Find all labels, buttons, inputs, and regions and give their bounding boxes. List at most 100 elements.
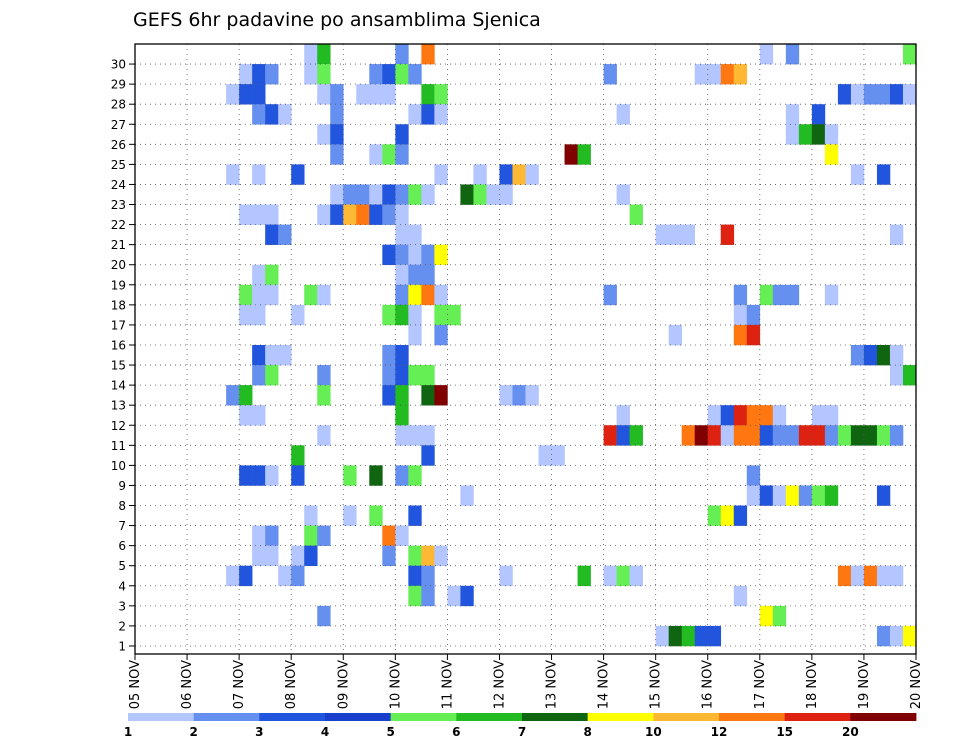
- y-tick-label: 19: [111, 278, 126, 292]
- heatmap-cell: [265, 264, 279, 286]
- heatmap-cell: [421, 184, 435, 205]
- y-tick-label: 28: [111, 98, 126, 112]
- heatmap-cell: [746, 405, 761, 426]
- heatmap-cell: [395, 525, 409, 546]
- heatmap-cell: [252, 344, 266, 366]
- y-tick-label: 14: [111, 379, 126, 393]
- heatmap-cell: [733, 304, 748, 326]
- heatmap-cell: [408, 264, 422, 286]
- heatmap-cell: [733, 585, 748, 607]
- heatmap-cell: [343, 204, 357, 225]
- colorbar-label: 1: [124, 725, 132, 739]
- heatmap-cell: [499, 184, 513, 205]
- heatmap-cell: [382, 545, 396, 567]
- heatmap-cell: [421, 104, 435, 125]
- heatmap-cell: [876, 625, 891, 647]
- heatmap-cell: [798, 485, 813, 506]
- x-tick-label: 13 NOV: [545, 660, 560, 709]
- heatmap-cell: [343, 465, 357, 486]
- heatmap-cell: [863, 565, 878, 587]
- heatmap-cell: [304, 44, 318, 65]
- heatmap-cell: [408, 64, 422, 85]
- colorbar-label: 4: [321, 725, 329, 739]
- heatmap-cell: [252, 525, 266, 546]
- heatmap-cell: [317, 204, 331, 225]
- heatmap-cell: [395, 144, 409, 165]
- y-tick-label: 20: [111, 258, 126, 272]
- heatmap-cell: [733, 64, 748, 85]
- heatmap-cell: [876, 425, 891, 446]
- y-tick-label: 10: [111, 459, 126, 473]
- heatmap-cell: [824, 124, 839, 145]
- heatmap-cell: [408, 284, 422, 306]
- heatmap-cell: [785, 485, 800, 506]
- heatmap-cell: [291, 565, 305, 587]
- heatmap-cell: [265, 365, 279, 386]
- heatmap-cell: [408, 425, 422, 446]
- heatmap-cell: [421, 565, 435, 587]
- heatmap-cell: [330, 184, 344, 205]
- heatmap-cell: [239, 204, 253, 225]
- heatmap-cell: [824, 425, 839, 446]
- heatmap-cell: [252, 465, 266, 486]
- heatmap-cell: [707, 505, 722, 526]
- heatmap-cell: [434, 84, 448, 105]
- y-tick-label: 16: [111, 338, 126, 352]
- heatmap-cell: [356, 204, 370, 225]
- heatmap-cell: [421, 284, 435, 306]
- colorbar-swatch: [390, 713, 457, 721]
- heatmap-cell: [265, 284, 279, 306]
- heatmap-cell: [460, 184, 474, 205]
- heatmap-cell: [759, 284, 774, 306]
- y-axis: 1234567891011121314151617181920212223242…: [111, 58, 135, 653]
- y-tick-label: 18: [111, 298, 126, 312]
- heatmap-cell: [746, 485, 761, 506]
- heatmap-cell: [759, 405, 774, 426]
- y-tick-label: 24: [111, 178, 126, 192]
- colorbar-label: 20: [842, 725, 859, 739]
- heatmap-cell: [421, 44, 435, 65]
- heatmap-cell: [382, 304, 396, 326]
- heatmap-cell: [889, 625, 904, 647]
- heatmap-cell: [902, 84, 917, 105]
- heatmap-cell: [226, 565, 240, 587]
- heatmap-cell: [239, 84, 253, 105]
- colorbar-swatch: [193, 713, 260, 721]
- heatmap-cell: [902, 625, 917, 647]
- heatmap-cell: [304, 284, 318, 306]
- heatmap-cell: [395, 64, 409, 85]
- heatmap-cell: [655, 625, 669, 647]
- heatmap-cell: [252, 405, 266, 426]
- heatmap-cell: [278, 565, 292, 587]
- heatmap-cell: [616, 104, 630, 125]
- heatmap-cell: [317, 425, 331, 446]
- y-tick-label: 27: [111, 118, 126, 132]
- heatmap-cell: [850, 344, 865, 366]
- heatmap-cell: [863, 84, 878, 105]
- heatmap-cell: [694, 425, 709, 446]
- heatmap-cell: [395, 344, 409, 366]
- heatmap-cell: [252, 64, 266, 85]
- heatmap-cell: [382, 365, 396, 386]
- x-tick-label: 11 NOV: [440, 660, 455, 709]
- heatmap-cell: [343, 505, 357, 526]
- heatmap-cell: [603, 565, 617, 587]
- heatmap-cell: [382, 84, 396, 105]
- heatmap-cell: [252, 84, 266, 105]
- heatmap-cell: [824, 485, 839, 506]
- grid-layer: [135, 44, 916, 654]
- heatmap-cell: [421, 445, 435, 466]
- heatmap-cell: [369, 505, 383, 526]
- heatmap-cell: [226, 84, 240, 105]
- heatmap-cell: [668, 324, 682, 346]
- heatmap-cell: [330, 124, 344, 145]
- heatmap-cell: [395, 304, 409, 326]
- heatmap-cell: [408, 224, 422, 245]
- heatmap-cell: [395, 465, 409, 486]
- heatmap-cell: [317, 44, 331, 65]
- heatmap-cell: [772, 425, 787, 446]
- heatmap-cell: [434, 244, 448, 266]
- heatmap-cell: [460, 485, 474, 506]
- heatmap-cell: [785, 44, 800, 65]
- heatmap-cell: [317, 284, 331, 306]
